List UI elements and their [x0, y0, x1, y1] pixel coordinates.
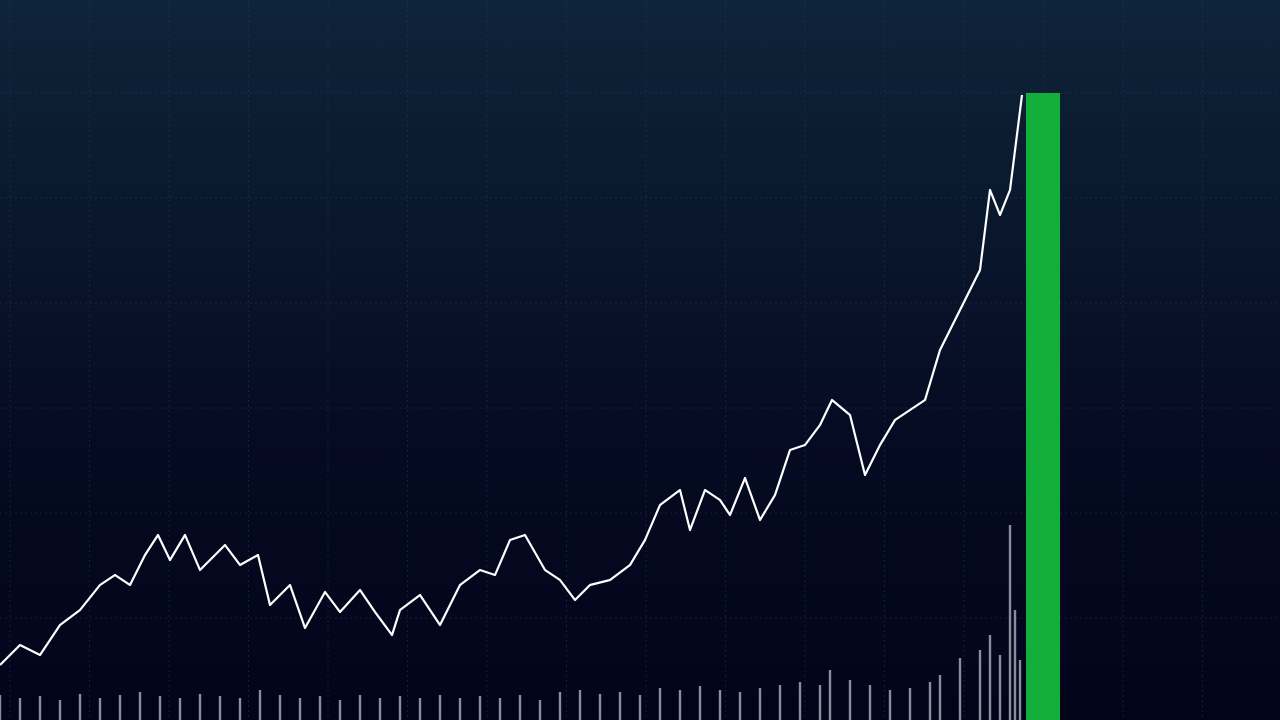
volume-bar	[418, 698, 422, 720]
volume-bar	[958, 658, 962, 720]
volume-bar	[848, 680, 852, 720]
volume-bar	[218, 696, 222, 720]
volume-bar	[118, 695, 122, 720]
price-line	[0, 94, 1024, 666]
volume-bar	[0, 695, 2, 720]
volume-bar	[908, 688, 912, 720]
volume-bar	[938, 675, 942, 720]
volume-bar	[1018, 660, 1022, 720]
volume-bar	[638, 695, 642, 720]
volume-bar	[238, 698, 242, 720]
volume-bar	[998, 655, 1002, 720]
volume-bar	[868, 685, 872, 720]
volume-bar	[928, 682, 932, 720]
volume-bar	[58, 700, 62, 720]
volume-bar	[558, 692, 562, 720]
plot	[0, 94, 1024, 720]
volume-bar	[718, 690, 722, 720]
volume-bar	[478, 696, 482, 720]
volume-bar	[458, 698, 462, 720]
volume-bar	[698, 686, 702, 720]
highlight-bar	[1026, 93, 1060, 720]
volume-bar	[438, 695, 442, 720]
volume-bar	[888, 690, 892, 720]
volume-bar	[988, 635, 992, 720]
volume-bar	[828, 670, 832, 720]
volume-bar	[758, 688, 762, 720]
volume-bar	[198, 694, 202, 720]
volume-bar	[978, 650, 982, 720]
volume-bar	[158, 696, 162, 720]
volume-bar	[778, 685, 782, 720]
volume-bar	[98, 698, 102, 720]
volume-bar	[138, 692, 142, 720]
volume-bar	[538, 700, 542, 720]
volume-bar	[338, 700, 342, 720]
volume-bar	[818, 685, 822, 720]
volume-bar	[398, 696, 402, 720]
volume-bar	[578, 690, 582, 720]
volume-bar	[178, 698, 182, 720]
volume-bar	[298, 698, 302, 720]
volume-bar	[798, 682, 802, 720]
volume-bar	[78, 694, 82, 720]
volume-bar	[1008, 525, 1012, 720]
volume-bar	[38, 696, 42, 720]
volume-bar	[258, 690, 262, 720]
volume-bar	[18, 698, 22, 720]
volume-bar	[518, 695, 522, 720]
volume-bar	[738, 692, 742, 720]
volume-bar	[318, 696, 322, 720]
volume-bar	[498, 698, 502, 720]
volume-bar	[678, 690, 682, 720]
volume-bar	[1013, 610, 1017, 720]
volume-bar	[658, 688, 662, 720]
volume-bar	[618, 692, 622, 720]
volume-bar	[598, 694, 602, 720]
volume-bar	[378, 698, 382, 720]
volume-bar	[358, 695, 362, 720]
volume-bar	[278, 695, 282, 720]
